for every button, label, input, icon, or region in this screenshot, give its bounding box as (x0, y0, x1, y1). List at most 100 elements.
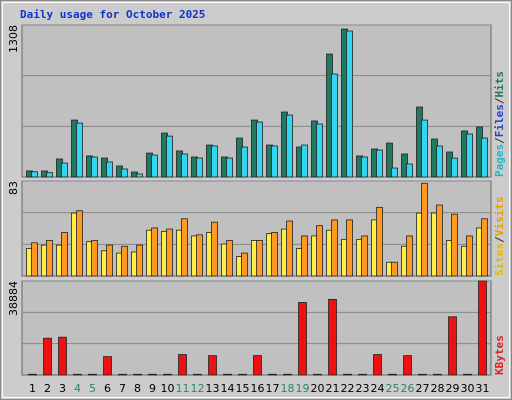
bar (76, 210, 83, 277)
bar (313, 373, 322, 376)
legend-entry: Sites (493, 243, 506, 276)
bar (286, 114, 293, 178)
bar (256, 240, 263, 277)
legend-entry: / (493, 236, 506, 243)
y-tick-label: 38884 (7, 281, 20, 316)
bar (433, 373, 442, 376)
bar (28, 373, 37, 376)
bar (241, 146, 248, 178)
bar (421, 119, 428, 178)
bar (196, 157, 203, 178)
bar (481, 137, 488, 178)
bar (61, 232, 68, 277)
chart-title: Daily usage for October 2025 (20, 8, 205, 21)
bar (148, 373, 157, 376)
bar (163, 373, 172, 376)
x-tick-label: 20 (311, 382, 325, 395)
bar (91, 156, 98, 178)
bar (61, 162, 68, 178)
bar (226, 157, 233, 178)
x-tick-label: 1 (29, 382, 36, 395)
bar (253, 355, 262, 376)
bar (226, 240, 233, 277)
bar (418, 373, 427, 376)
bar (391, 167, 398, 178)
x-tick-label: 19 (296, 382, 310, 395)
bar (361, 156, 368, 178)
bar (208, 355, 217, 376)
bar (181, 153, 188, 178)
bar (136, 173, 143, 178)
bar (31, 171, 38, 178)
bar (403, 355, 412, 376)
x-tick-label: 31 (476, 382, 490, 395)
x-tick-label: 16 (251, 382, 265, 395)
legend: Pages/Files/Hits (493, 71, 506, 177)
bar (46, 172, 53, 178)
x-tick-label: 23 (356, 382, 370, 395)
bar (76, 122, 83, 178)
bar (211, 221, 218, 277)
y-tick-label: 83 (7, 181, 20, 195)
bar (448, 316, 457, 376)
bar (466, 235, 473, 277)
bar (271, 232, 278, 277)
x-tick-label: 10 (161, 382, 175, 395)
x-tick-label: 17 (266, 382, 280, 395)
bar (31, 242, 38, 277)
bar (463, 373, 472, 376)
bar (268, 373, 277, 376)
x-tick-label: 2 (44, 382, 51, 395)
x-tick-label: 24 (371, 382, 385, 395)
legend-entry: KBytes (493, 335, 506, 375)
x-tick-label: 26 (401, 382, 415, 395)
bar (91, 240, 98, 277)
bar (481, 218, 488, 277)
bar (358, 373, 367, 376)
bar (346, 30, 353, 178)
bar (406, 163, 413, 178)
bar (388, 373, 397, 376)
bar (343, 373, 352, 376)
x-tick-label: 15 (236, 382, 250, 395)
x-tick-label: 25 (386, 382, 400, 395)
bar (346, 219, 353, 277)
x-tick-label: 4 (74, 382, 81, 395)
legend-entry: Files (493, 104, 506, 137)
x-tick-label: 5 (89, 382, 96, 395)
bar (328, 298, 337, 376)
bar (331, 73, 338, 178)
legend: Sites/Visits (493, 197, 506, 277)
legend-entry: Visits (493, 197, 506, 237)
bar (376, 149, 383, 178)
x-tick-label: 29 (446, 382, 460, 395)
x-tick-label: 12 (191, 382, 205, 395)
bar (211, 145, 218, 178)
bar (241, 252, 248, 277)
bar (436, 145, 443, 178)
bar (121, 245, 128, 277)
bar (451, 157, 458, 178)
bar (361, 235, 368, 277)
x-tick-label: 22 (341, 382, 355, 395)
bar (46, 240, 53, 277)
legend-entry: Hits (493, 71, 506, 98)
legend: KBytes (493, 335, 506, 375)
x-tick-label: 6 (104, 382, 111, 395)
bar (256, 121, 263, 178)
bar (283, 373, 292, 376)
bar (301, 235, 308, 277)
bar (106, 244, 113, 277)
bar (88, 373, 97, 376)
bar (386, 142, 393, 178)
bar (73, 373, 82, 376)
bar (466, 133, 473, 178)
bar (301, 144, 308, 178)
x-tick-label: 9 (149, 382, 156, 395)
bar (286, 220, 293, 277)
bar (151, 154, 158, 178)
bar (136, 244, 143, 277)
x-tick-label: 8 (134, 382, 141, 395)
x-tick-label: 7 (119, 382, 126, 395)
